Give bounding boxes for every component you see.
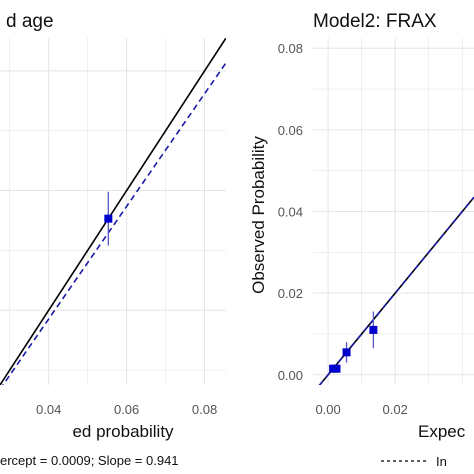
left-ideal-line (0, 38, 226, 385)
right-legend-label: In (436, 454, 447, 469)
left-points (104, 191, 113, 246)
left-fitted-line (2, 62, 226, 385)
right-x-ticks: 0.00 0.02 (315, 402, 407, 417)
right-points (329, 311, 378, 373)
right-panel: Model2: FRAX 0.00 0.02 0.000.020.040.060.… (249, 11, 474, 469)
right-gridlines (313, 38, 474, 385)
x-tick-label: 0.08 (192, 402, 217, 417)
x-tick-label: 0.00 (315, 402, 340, 417)
data-point (342, 348, 351, 357)
left-chart-title: d age (6, 11, 54, 32)
left-panel: d age 0.04 0.06 0.08 ed probability ercept… (0, 11, 226, 468)
right-lines (318, 196, 474, 385)
left-fit-annotation: ercept = 0.0009; Slope = 0.941 (0, 453, 179, 468)
y-tick-label: 0.08 (278, 41, 303, 56)
y-tick-label: 0.00 (278, 368, 303, 383)
right-fitted-line (318, 196, 474, 385)
right-chart-title: Model2: FRAX (313, 11, 437, 32)
right-y-axis-label: Observed Probability (249, 136, 268, 294)
y-tick-label: 0.02 (278, 286, 303, 301)
left-x-axis-label: ed probability (72, 422, 174, 441)
data-point (369, 325, 378, 334)
y-tick-label: 0.04 (278, 205, 303, 220)
left-lines (0, 38, 226, 385)
data-point (104, 214, 113, 223)
x-tick-label: 0.06 (114, 402, 139, 417)
right-x-axis-label: Expec (418, 422, 466, 441)
y-tick-label: 0.06 (278, 123, 303, 138)
data-point (332, 364, 341, 373)
left-x-ticks: 0.04 0.06 0.08 (36, 402, 217, 417)
left-gridlines (0, 38, 226, 385)
right-y-ticks: 0.00 0.02 0.04 0.06 0.08 (278, 41, 303, 383)
x-tick-label: 0.02 (383, 402, 408, 417)
x-tick-label: 0.04 (36, 402, 61, 417)
right-legend: In (381, 454, 447, 469)
